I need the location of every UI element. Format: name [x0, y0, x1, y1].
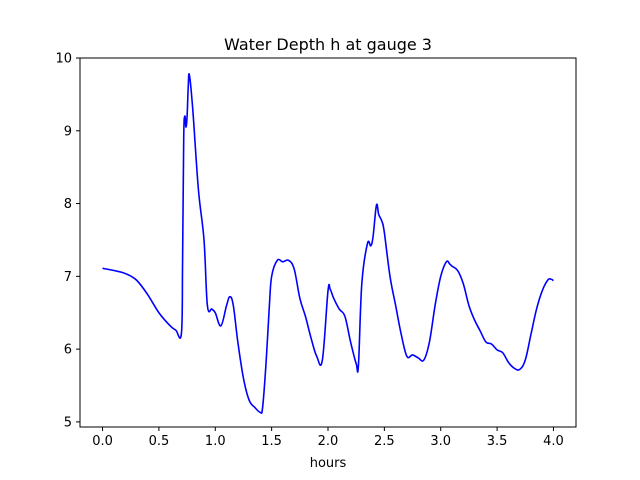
y-tick-label: 6 [64, 343, 72, 358]
y-tick-label: 7 [64, 270, 72, 285]
x-tick-label: 1.5 [261, 434, 282, 449]
x-tick-label: 2.0 [318, 434, 339, 449]
y-tick-label: 10 [55, 52, 72, 67]
x-tick-label: 3.0 [430, 434, 451, 449]
x-tick-label: 3.5 [487, 434, 508, 449]
chart-title: Water Depth h at gauge 3 [224, 35, 432, 54]
y-tick-label: 9 [64, 124, 72, 139]
x-tick-label: 1.0 [205, 434, 226, 449]
x-tick-label: 0.0 [92, 434, 113, 449]
x-tick-label: 2.5 [374, 434, 395, 449]
plot-frame [79, 57, 577, 428]
x-tick-label: 0.5 [149, 434, 170, 449]
y-tick-label: 5 [64, 415, 72, 430]
y-tick-label: 8 [64, 197, 72, 212]
series-line [102, 73, 554, 414]
ticks-layer: 0.0 0.5 1.0 1.5 2.0 2.5 3.0 3.5 4.0 5 6 7 8 9 10 [55, 52, 563, 450]
x-axis-label: hours [310, 456, 347, 471]
series-layer [102, 73, 554, 414]
x-tick-label: 4.0 [543, 434, 564, 449]
